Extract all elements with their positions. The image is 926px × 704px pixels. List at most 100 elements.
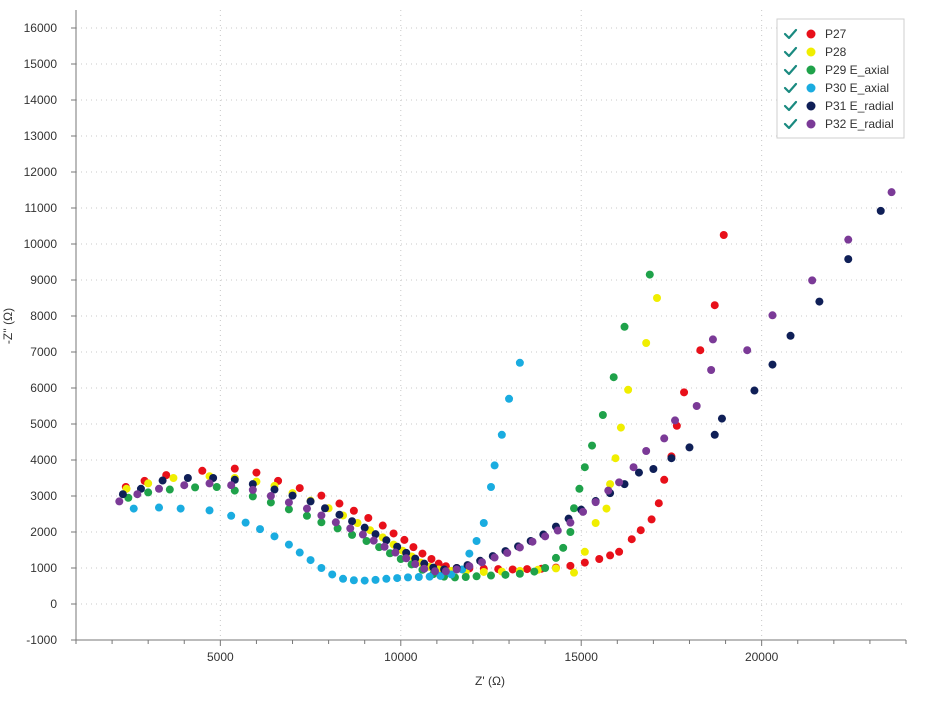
- data-point: [205, 506, 214, 515]
- data-point: [158, 476, 167, 485]
- data-point: [191, 483, 200, 492]
- legend-check-icon[interactable]: [783, 64, 798, 76]
- legend-check-icon[interactable]: [783, 100, 798, 112]
- grid-lines: [76, 10, 906, 641]
- data-point: [409, 543, 418, 552]
- data-point: [642, 339, 651, 347]
- legend-item[interactable]: P32 E_radial: [783, 117, 894, 131]
- data-point: [707, 366, 716, 374]
- data-point: [710, 430, 719, 439]
- data-point: [671, 416, 680, 425]
- data-point: [606, 480, 615, 489]
- data-point: [768, 360, 777, 369]
- legend[interactable]: P27 P28 P29 E_axial P30 E_axial P31 E_radial…: [776, 18, 905, 139]
- data-point: [133, 490, 142, 499]
- legend-label: P29 E_axial: [825, 63, 889, 77]
- data-point: [369, 536, 378, 545]
- legend-label: P27: [825, 27, 847, 41]
- legend-check-icon[interactable]: [783, 28, 798, 40]
- data-point: [487, 483, 495, 491]
- data-point: [528, 537, 537, 546]
- legend-item[interactable]: P30 E_axial: [783, 81, 889, 95]
- legend-label: P28: [825, 45, 847, 59]
- data-point: [436, 571, 445, 580]
- y-tick-label: 0: [50, 597, 57, 611]
- data-point: [708, 335, 717, 344]
- data-point: [378, 521, 387, 530]
- axes: [75, 10, 906, 641]
- data-point: [288, 491, 297, 500]
- legend-marker: [806, 101, 816, 111]
- data-point: [624, 385, 633, 394]
- data-point: [505, 394, 514, 403]
- data-point: [452, 565, 461, 574]
- data-point: [248, 480, 257, 489]
- data-point: [680, 388, 689, 397]
- data-point: [266, 492, 275, 500]
- x-axis-ticks: 5000 10000 15000 20000: [75, 640, 907, 664]
- y-tick-label: 4000: [30, 453, 57, 467]
- y-axis-title: -Z'' (Ω): [1, 308, 15, 344]
- data-point: [580, 547, 589, 556]
- data-point: [155, 484, 163, 493]
- data-point: [266, 498, 275, 507]
- data-point: [348, 530, 357, 539]
- data-point: [750, 386, 759, 395]
- data-point: [425, 572, 434, 581]
- data-point: [611, 454, 620, 463]
- y-tick-label: 5000: [30, 417, 57, 431]
- y-tick-label: 3000: [30, 489, 57, 503]
- legend-check-icon[interactable]: [783, 118, 798, 130]
- data-points: [115, 188, 896, 585]
- data-point: [256, 525, 265, 534]
- data-point: [420, 564, 429, 573]
- data-point: [382, 574, 391, 583]
- data-point: [284, 540, 293, 549]
- data-point: [627, 535, 636, 544]
- y-tick-label: 2000: [30, 525, 57, 539]
- data-point: [580, 558, 589, 567]
- data-point: [615, 547, 624, 556]
- data-point: [876, 206, 885, 215]
- data-point: [490, 553, 499, 562]
- legend-item[interactable]: P27: [783, 27, 847, 41]
- data-point: [490, 461, 499, 470]
- data-point: [348, 517, 357, 526]
- data-point: [472, 572, 481, 581]
- data-point: [604, 486, 613, 495]
- data-point: [808, 276, 817, 285]
- data-point: [129, 504, 138, 513]
- data-point: [515, 569, 524, 578]
- data-point: [227, 481, 236, 490]
- data-point: [887, 188, 896, 197]
- data-point: [212, 483, 221, 491]
- legend-item[interactable]: P28: [783, 45, 847, 59]
- data-point: [629, 463, 638, 472]
- data-point: [360, 523, 369, 532]
- legend-check-icon[interactable]: [783, 46, 798, 58]
- data-point: [371, 530, 380, 539]
- y-tick-label: 8000: [30, 309, 57, 323]
- data-point: [685, 443, 694, 452]
- y-tick-label: 13000: [24, 129, 58, 143]
- data-point: [472, 537, 481, 545]
- data-point: [602, 504, 611, 513]
- data-point: [620, 322, 629, 331]
- data-point: [580, 463, 589, 472]
- data-point: [165, 485, 174, 494]
- y-tick-label: 16000: [24, 21, 58, 35]
- data-point: [414, 573, 423, 581]
- data-point: [176, 504, 185, 513]
- data-point: [227, 511, 236, 520]
- legend-item[interactable]: P31 E_radial: [783, 99, 894, 113]
- data-point: [591, 498, 600, 507]
- data-point: [418, 549, 427, 558]
- data-point: [205, 479, 214, 488]
- legend-item[interactable]: P29 E_axial: [783, 63, 889, 77]
- data-point: [411, 560, 420, 569]
- data-point: [198, 466, 207, 475]
- data-point: [616, 423, 625, 432]
- legend-check-icon[interactable]: [783, 82, 798, 94]
- data-point: [302, 511, 311, 520]
